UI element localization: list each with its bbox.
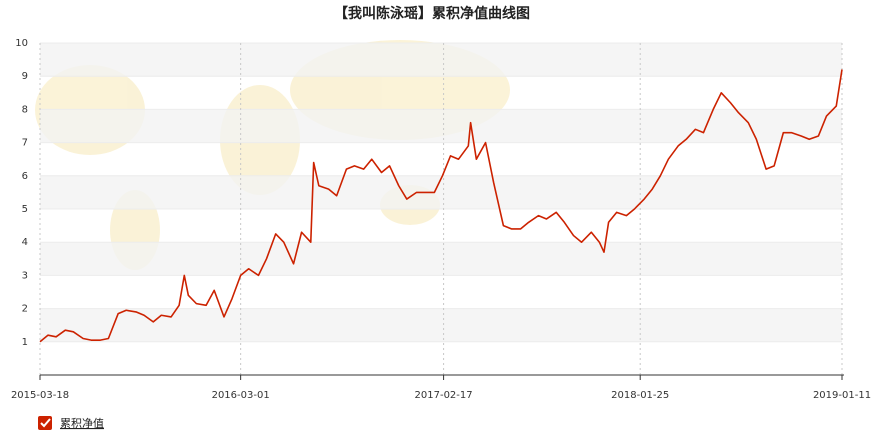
x-tick-label: 2017-02-17 [415,390,473,401]
y-tick-label: 1 [22,337,28,348]
x-tick-label: 2016-03-01 [212,390,270,401]
legend-check [40,418,51,428]
x-tick-label: 2015-03-18 [11,390,69,401]
y-tick-label: 5 [22,204,28,215]
line [39,69,843,343]
y-tick-label: 3 [22,270,28,281]
bands [40,43,842,342]
x-tick-label: 2018-01-25 [611,390,669,401]
band [40,175,842,209]
legend-label[interactable]: 累积净值 [60,416,104,430]
y-tick-label: 8 [22,104,28,115]
y-tick-label: 9 [22,71,28,82]
band [40,242,842,276]
y-tick-label: 2 [22,304,28,315]
y-tick-label: 10 [15,38,28,49]
legend-checkbox[interactable] [38,416,52,430]
band [40,308,842,342]
legend[interactable]: 累积净值 [38,416,104,430]
band [40,109,842,143]
band [40,43,842,77]
y-tick-label: 7 [22,138,28,149]
y-tick-label: 4 [22,237,28,248]
chart-title: 【我叫陈泳瑶】累积净值曲线图 [334,5,530,22]
y-tick-label: 6 [22,171,28,182]
x-tick-label: 2019-01-11 [813,390,871,401]
